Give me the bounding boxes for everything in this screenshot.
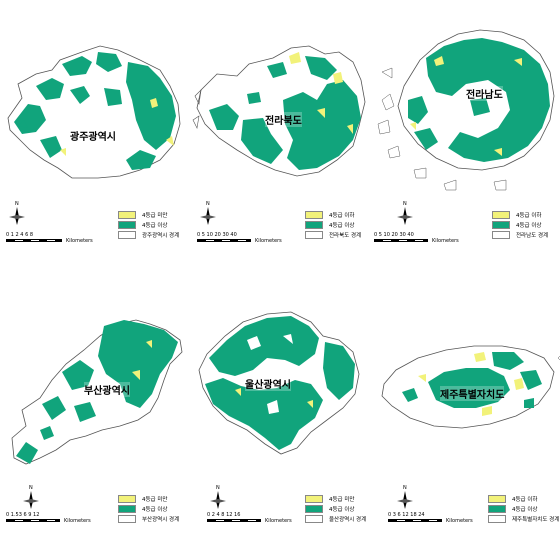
north-arrow-icon: N <box>6 200 28 226</box>
legend-swatch-low <box>118 495 136 503</box>
map-panel-jeonbuk: 전라북도 N 0 5 10 20 30 40 Kilometers 4등급 이하… <box>187 0 373 280</box>
scale-unit: Kilometers <box>64 518 91 524</box>
legend-item-low: 4등급 이하 <box>488 494 559 504</box>
legend-item-low: 4등급 미만 <box>305 494 366 504</box>
legend-swatch-low <box>488 495 506 503</box>
map-panel-gwangju: 광주광역시 N 0 1 2 4 6 8 Kilometers 4등급 미만 4등… <box>0 0 186 280</box>
legend-swatch-boundary <box>118 231 136 239</box>
legend-item-high: 4등급 이상 <box>118 504 179 514</box>
legend-item-low: 4등급 이하 <box>492 210 548 220</box>
region-label: 제주특별자치도 <box>440 386 505 401</box>
jeonbuk-map <box>192 45 366 177</box>
svg-text:N: N <box>403 201 407 207</box>
north-arrow-icon: N <box>394 484 416 510</box>
scale-bar-graphic <box>6 239 62 242</box>
legend-swatch-low <box>118 211 136 219</box>
svg-text:N: N <box>29 485 33 491</box>
scale-bar-graphic <box>388 519 442 522</box>
map-panel-busan: 부산광역시 N 0 1.53 6 9 12 Kilometers 4등급 미만 … <box>0 280 186 560</box>
gwangju-map <box>7 45 181 179</box>
scale-bar-graphic <box>374 239 428 242</box>
legend-swatch-high <box>118 221 136 229</box>
jeonnam-map <box>377 29 555 191</box>
map-panel-jeju: 제주특별자치도 N 0 3 6 12 18 24 Kilometers 4등급 … <box>374 280 560 560</box>
scale-unit: Kilometers <box>446 518 473 524</box>
region-label: 부산광역시 <box>84 382 130 397</box>
scale-ticks: 0 5 10 20 30 40 <box>197 232 237 238</box>
legend-item-high: 4등급 이상 <box>305 504 366 514</box>
svg-text:N: N <box>15 201 19 207</box>
north-arrow-icon: N <box>197 200 219 226</box>
busan-map <box>11 319 183 465</box>
region-label: 광주광역시 <box>70 128 116 143</box>
legend-item-high: 4등급 이상 <box>118 220 179 230</box>
scale-ticks: 0 1 2 4 6 8 <box>6 232 34 238</box>
legend-swatch-high <box>492 221 510 229</box>
scale-unit: Kilometers <box>255 238 282 244</box>
legend-item-boundary: 전라남도 경계 <box>492 230 548 240</box>
legend: 4등급 미만 4등급 이상 울산광역시 경계 <box>305 494 366 524</box>
scale-unit: Kilometers <box>265 518 292 524</box>
scale-unit: Kilometers <box>66 238 93 244</box>
legend-swatch-high <box>305 221 323 229</box>
legend-swatch-high <box>118 505 136 513</box>
legend-swatch-low <box>492 211 510 219</box>
legend: 4등급 이하 4등급 이상 전라남도 경계 <box>492 210 548 240</box>
legend: 4등급 미만 4등급 이상 광주광역시 경계 <box>118 210 179 240</box>
north-arrow-icon: N <box>20 484 42 510</box>
north-arrow-icon: N <box>207 484 229 510</box>
scale-unit: Kilometers <box>432 238 459 244</box>
legend-swatch-low <box>305 211 323 219</box>
region-label: 울산광역시 <box>245 376 291 391</box>
legend-item-boundary: 전라북도 경계 <box>305 230 361 240</box>
scale-ticks: 0 2 4 8 12 16 <box>207 512 241 518</box>
legend-item-low: 4등급 미만 <box>118 210 179 220</box>
legend-item-boundary: 부산광역시 경계 <box>118 514 179 524</box>
legend-swatch-low <box>305 495 323 503</box>
scale-ticks: 0 3 6 12 18 24 <box>388 512 425 518</box>
legend: 4등급 이하 4등급 이상 제주특별자치도 경계 <box>488 494 559 524</box>
legend-item-high: 4등급 이상 <box>488 504 559 514</box>
legend-swatch-boundary <box>488 515 506 523</box>
svg-text:N: N <box>206 201 210 207</box>
legend-item-boundary: 울산광역시 경계 <box>305 514 366 524</box>
scale-bar-graphic <box>6 519 60 522</box>
legend-swatch-high <box>488 505 506 513</box>
scale-bar-graphic <box>197 239 251 242</box>
legend: 4등급 미만 4등급 이상 부산광역시 경계 <box>118 494 179 524</box>
scale-bar-graphic <box>207 519 261 522</box>
svg-text:N: N <box>403 485 407 491</box>
legend-swatch-boundary <box>118 515 136 523</box>
region-label: 전라북도 <box>265 112 302 127</box>
jeju-map <box>381 345 560 429</box>
legend-swatch-high <box>305 505 323 513</box>
legend-item-boundary: 제주특별자치도 경계 <box>488 514 559 524</box>
legend-item-boundary: 광주광역시 경계 <box>118 230 179 240</box>
legend: 4등급 이하 4등급 이상 전라북도 경계 <box>305 210 361 240</box>
ulsan-map <box>198 311 360 455</box>
scale-ticks: 0 1.53 6 9 12 <box>6 512 40 518</box>
legend-swatch-boundary <box>305 231 323 239</box>
svg-text:N: N <box>216 485 220 491</box>
legend-swatch-boundary <box>492 231 510 239</box>
legend-item-high: 4등급 이상 <box>305 220 361 230</box>
legend-swatch-boundary <box>305 515 323 523</box>
legend-item-low: 4등급 이하 <box>305 210 361 220</box>
legend-item-low: 4등급 미만 <box>118 494 179 504</box>
north-arrow-icon: N <box>394 200 416 226</box>
map-panel-jeonnam: 전라남도 N 0 5 10 20 30 40 Kilometers 4등급 이하… <box>374 0 560 280</box>
region-label: 전라남도 <box>466 86 503 101</box>
map-panel-ulsan: 울산광역시 N 0 2 4 8 12 16 Kilometers 4등급 미만 … <box>187 280 373 560</box>
legend-item-high: 4등급 이상 <box>492 220 548 230</box>
scale-ticks: 0 5 10 20 30 40 <box>374 232 414 238</box>
